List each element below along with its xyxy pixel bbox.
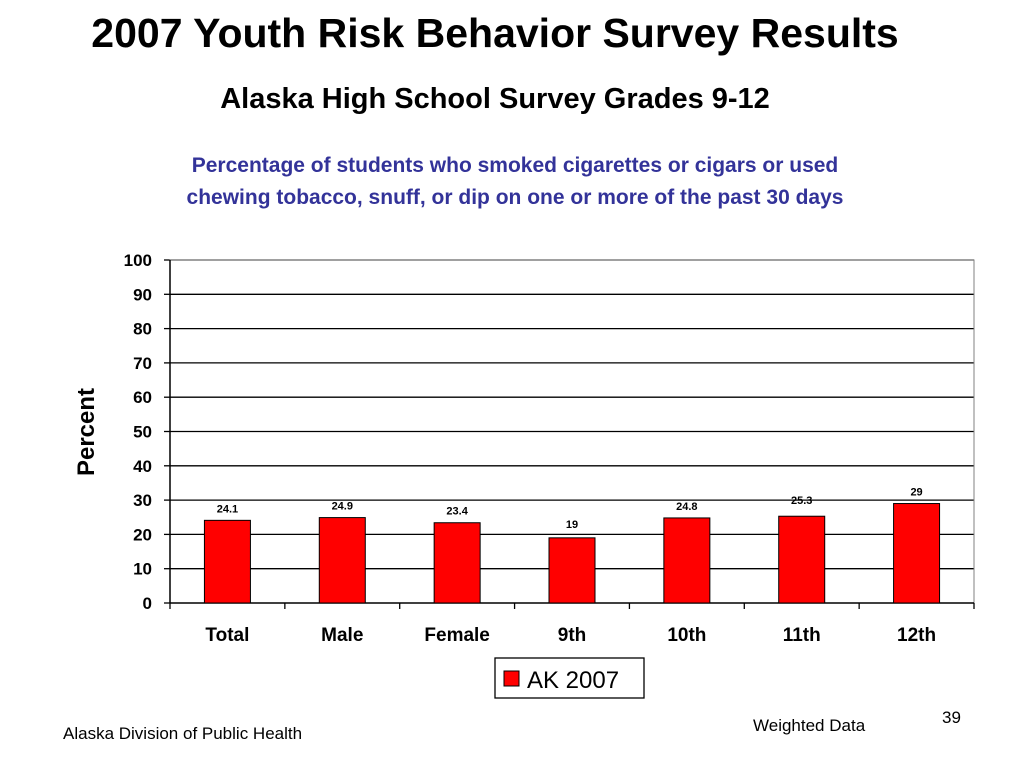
page-number: 39 xyxy=(942,708,961,727)
bar xyxy=(548,537,596,604)
slide-title: 2007 Youth Risk Behavior Survey Results xyxy=(91,10,899,56)
y-tick-label: 20 xyxy=(133,525,152,544)
bar xyxy=(663,517,711,604)
x-tick-label: Total xyxy=(205,625,249,646)
y-tick-label: 60 xyxy=(133,388,152,407)
y-tick-label: 40 xyxy=(133,457,152,476)
y-tick-label: 70 xyxy=(133,354,152,373)
y-tick-label: 50 xyxy=(133,423,152,442)
y-tick-label: 80 xyxy=(133,320,152,339)
bar-data-label: 25.3 xyxy=(791,495,812,507)
bar-data-label: 24.1 xyxy=(217,503,238,515)
bar xyxy=(893,503,941,604)
legend-box xyxy=(494,657,645,699)
y-tick-label: 0 xyxy=(143,594,152,613)
x-tick-label: Female xyxy=(424,625,489,646)
bar-data-label: 19 xyxy=(566,519,578,531)
bar-data-label: 23.4 xyxy=(446,506,468,518)
footer-source: Alaska Division of Public Health xyxy=(63,724,303,743)
bar-data-label: 24.8 xyxy=(676,501,697,513)
bar xyxy=(433,522,481,604)
x-tick-label: Male xyxy=(321,625,363,646)
chart-title-line-2: chewing tobacco, snuff, or dip on one or… xyxy=(186,186,844,209)
bar-data-label: 24.9 xyxy=(332,501,353,513)
y-tick-label: 90 xyxy=(133,285,152,304)
bar xyxy=(318,517,366,604)
x-tick-label: 11th xyxy=(783,625,821,646)
chart-title: Percentage of students who smoked cigare… xyxy=(0,150,1024,214)
legend-label: AK 2007 xyxy=(527,667,619,694)
y-tick-label: 100 xyxy=(124,251,152,270)
y-tick-label: 30 xyxy=(133,491,152,510)
footer-note: Weighted Data xyxy=(753,716,866,735)
slide-subtitle: Alaska High School Survey Grades 9-12 xyxy=(220,83,770,115)
legend-swatch xyxy=(503,670,520,687)
x-tick-label: 12th xyxy=(897,625,936,646)
bar xyxy=(203,519,251,604)
y-tick-label: 10 xyxy=(133,560,152,579)
x-tick-label: 10th xyxy=(667,625,706,646)
bar-data-label: 29 xyxy=(910,487,922,499)
bar xyxy=(778,515,826,604)
x-tick-label: 9th xyxy=(558,625,587,646)
chart-title-line-1: Percentage of students who smoked cigare… xyxy=(191,154,839,177)
y-axis-label: Percent xyxy=(73,388,100,476)
